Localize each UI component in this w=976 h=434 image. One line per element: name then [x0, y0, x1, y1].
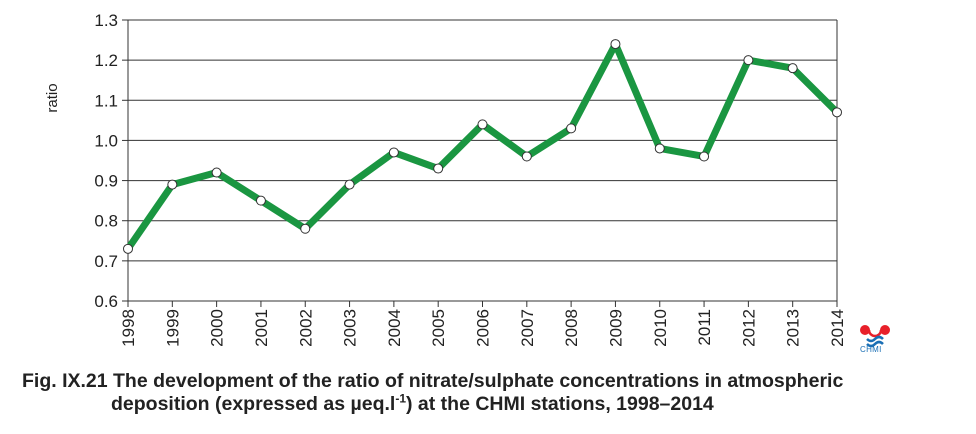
x-tick-label: 2001 [252, 309, 271, 347]
caption-line-2-end: ) at the CHMI stations, 1998–2014 [406, 393, 714, 415]
data-point-1999 [167, 179, 178, 190]
logo-wave-1 [866, 335, 884, 343]
data-point-2013 [787, 63, 798, 74]
data-point-2001 [255, 195, 266, 206]
data-point-2004 [388, 147, 399, 158]
data-point-2009 [610, 39, 621, 50]
data-point-2008 [566, 123, 577, 134]
chmi-logo-text: CHMI [860, 345, 882, 354]
caption-line-2-start: deposition (expressed as µeq.l [111, 393, 396, 415]
x-tick-label: 2011 [695, 309, 714, 346]
chmi-logo-icon [860, 325, 890, 348]
x-tick-label: 2012 [739, 309, 758, 347]
data-point-2007 [521, 151, 532, 162]
y-tick-label: 0.9 [94, 172, 118, 191]
logo-red-dot-right [880, 325, 890, 335]
gridlines [128, 19, 837, 302]
x-tick-label: 2014 [828, 309, 847, 347]
data-point-2006 [477, 119, 488, 130]
x-tick-label: 2009 [606, 309, 625, 347]
x-tick-label: 2007 [518, 309, 537, 347]
y-tick-label: 1.3 [94, 11, 118, 30]
y-tick-label: 0.6 [94, 292, 118, 311]
data-point-2005 [433, 163, 444, 174]
x-tick-label: 2008 [562, 309, 581, 347]
y-tick-label: 1.0 [94, 131, 118, 150]
data-point-2003 [344, 179, 355, 190]
x-tick-label: 2013 [784, 309, 803, 347]
data-point-2011 [699, 151, 710, 162]
x-tick-label: 2000 [208, 309, 227, 347]
x-tick-label: 1998 [119, 309, 138, 347]
x-tick-labels: 1998 1999 2000 2001 2002 2003 2004 2005 2006 2007… [119, 309, 847, 347]
data-point-1998 [123, 243, 133, 254]
x-tick-label: 1999 [163, 309, 182, 347]
data-point-2012 [743, 55, 754, 66]
data-point-2002 [300, 223, 311, 234]
data-point-2010 [654, 143, 665, 154]
line-chart: 0.6 0.7 0.8 0.9 1.0 1.1 1.2 1.3 1998 1999 2000 200… [44, 11, 847, 347]
y-axis-label: ratio [44, 83, 61, 112]
caption-superscript: -1 [395, 391, 406, 406]
series-line [124, 40, 841, 253]
logo-red-dot-left [860, 325, 870, 335]
caption-line-1: Fig. IX.21 The development of the ratio … [22, 370, 844, 392]
logo-wave-2 [866, 340, 884, 348]
x-tick-label: 2005 [429, 309, 448, 347]
y-tick-label: 0.7 [94, 252, 118, 271]
y-tick-label: 1.2 [94, 51, 118, 70]
axes [122, 19, 838, 307]
x-tick-label: 2006 [474, 309, 493, 347]
y-tick-label: 0.8 [94, 212, 118, 231]
y-tick-labels: 0.6 0.7 0.8 0.9 1.0 1.1 1.2 1.3 [94, 11, 118, 311]
x-tick-label: 2004 [385, 309, 404, 347]
caption-line-2: deposition (expressed as µeq.l-1) at the… [0, 393, 976, 416]
data-point-2014 [832, 107, 842, 118]
data-point-2000 [211, 167, 222, 178]
x-tick-label: 2002 [296, 309, 315, 347]
x-tick-label: 2003 [341, 309, 360, 347]
x-tick-label: 2010 [651, 309, 670, 347]
figure-caption: Fig. IX.21 The development of the ratio … [0, 370, 976, 416]
series-group [123, 39, 842, 254]
y-tick-label: 1.1 [94, 91, 118, 110]
logo-arc [867, 329, 883, 338]
